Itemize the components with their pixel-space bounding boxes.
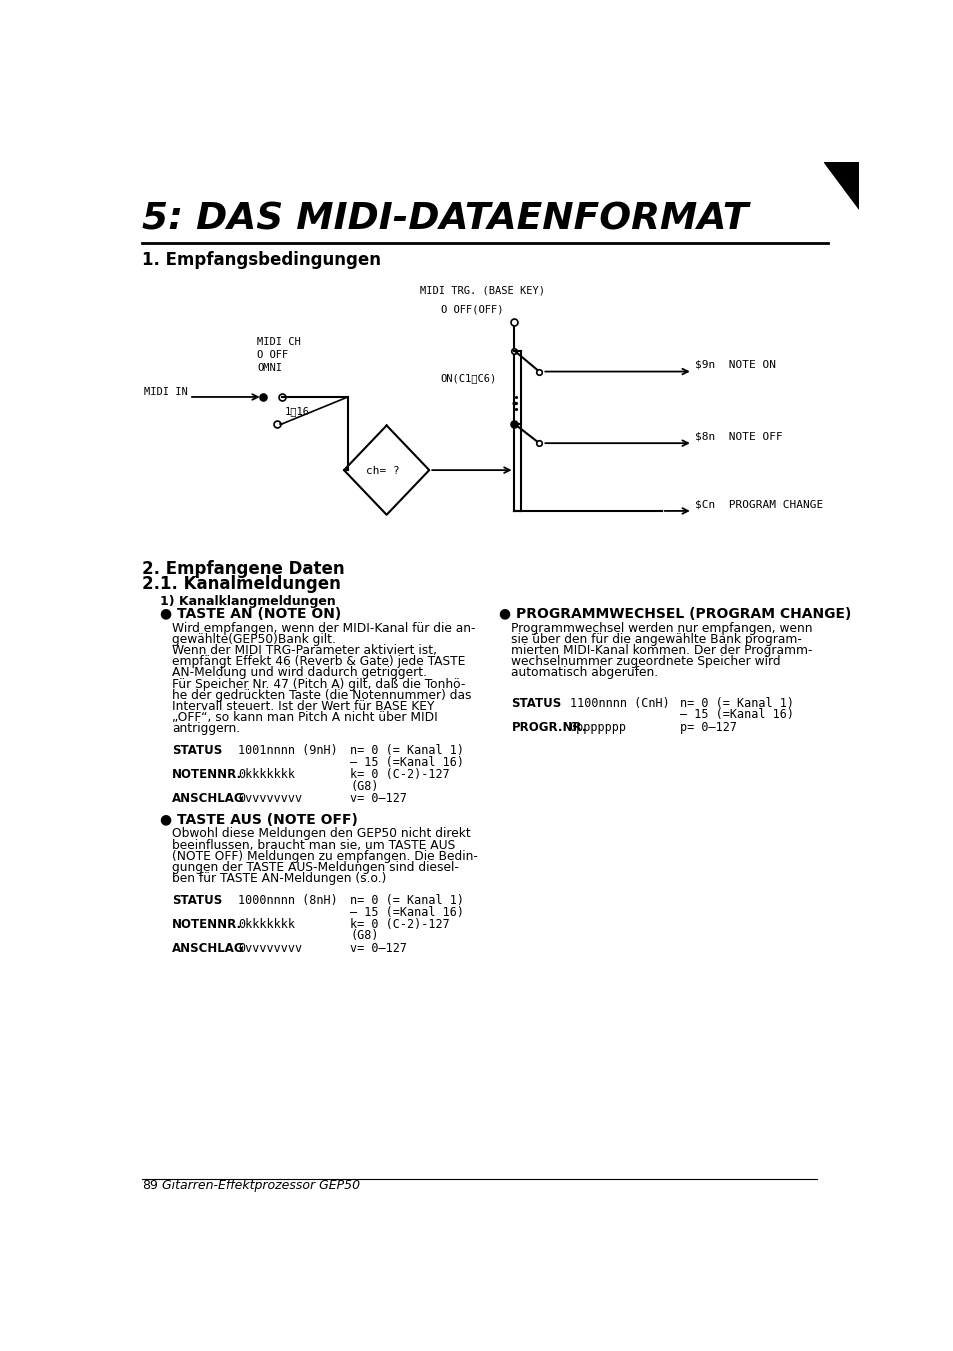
Text: ben für TASTE AN-Meldungen (s.o.): ben für TASTE AN-Meldungen (s.o.)	[172, 871, 386, 885]
Text: (G8): (G8)	[350, 929, 378, 943]
Text: 2.1. Kanalmeldungen: 2.1. Kanalmeldungen	[142, 576, 341, 593]
Text: gungen der TASTE AUS-Meldungen sind diesel-: gungen der TASTE AUS-Meldungen sind dies…	[172, 861, 458, 874]
Text: Wird empfangen, wenn der MIDI-Kanal für die an-: Wird empfangen, wenn der MIDI-Kanal für …	[172, 621, 475, 635]
Text: 1. Empfangsbedingungen: 1. Empfangsbedingungen	[142, 250, 381, 269]
Text: MIDI IN: MIDI IN	[144, 386, 188, 397]
Text: 5: DAS MIDI-DATAENFORMAT: 5: DAS MIDI-DATAENFORMAT	[142, 201, 748, 238]
Text: k= 0 (C-2)-127: k= 0 (C-2)-127	[350, 769, 450, 781]
Text: – 15 (=Kanal 16): – 15 (=Kanal 16)	[350, 905, 464, 919]
Text: Für Speicher Nr. 47 (Pitch A) gilt, daß die Tonhö-: Für Speicher Nr. 47 (Pitch A) gilt, daß …	[172, 678, 465, 690]
Text: „OFF“, so kann man Pitch A nicht über MIDI: „OFF“, so kann man Pitch A nicht über MI…	[172, 711, 437, 724]
Text: Wenn der MIDI TRG-Parameter aktiviert ist,: Wenn der MIDI TRG-Parameter aktiviert is…	[172, 644, 436, 657]
Text: he der gedrückten Taste (die Notennummer) das: he der gedrückten Taste (die Notennummer…	[172, 689, 471, 701]
Text: NOTENNR.: NOTENNR.	[172, 769, 242, 781]
Text: n= 0 (= Kanal 1): n= 0 (= Kanal 1)	[350, 894, 464, 907]
Text: 0ppppppp: 0ppppppp	[569, 721, 626, 734]
Text: 0vvvvvvvv: 0vvvvvvvv	[237, 942, 302, 955]
Text: ● PROGRAMMWECHSEL (PROGRAM CHANGE): ● PROGRAMMWECHSEL (PROGRAM CHANGE)	[498, 607, 850, 621]
Text: 1) Kanalklangmeldungen: 1) Kanalklangmeldungen	[159, 594, 335, 608]
Text: 89: 89	[142, 1178, 158, 1192]
Text: 2. Empfangene Daten: 2. Empfangene Daten	[142, 561, 345, 578]
Text: MIDI CH: MIDI CH	[257, 336, 300, 347]
Text: O OFF: O OFF	[257, 350, 288, 361]
Text: (G8): (G8)	[350, 780, 378, 793]
Text: ANSCHLAG: ANSCHLAG	[172, 792, 244, 805]
Text: 0kkkkkkk: 0kkkkkkk	[237, 917, 294, 931]
Text: n= 0 (= Kanal 1): n= 0 (= Kanal 1)	[679, 697, 794, 709]
Text: ON(C1∾C6): ON(C1∾C6)	[440, 373, 497, 382]
Text: sie über den für die angewählte Bank program-: sie über den für die angewählte Bank pro…	[511, 634, 801, 646]
Text: Obwohl diese Meldungen den GEP50 nicht direkt: Obwohl diese Meldungen den GEP50 nicht d…	[172, 827, 470, 840]
Text: STATUS: STATUS	[511, 697, 561, 709]
Polygon shape	[823, 162, 858, 209]
Text: AN-Meldung und wird dadurch getriggert.: AN-Meldung und wird dadurch getriggert.	[172, 666, 427, 680]
Text: 1001nnnn (9nH): 1001nnnn (9nH)	[237, 744, 337, 758]
Text: v= 0–127: v= 0–127	[350, 942, 407, 955]
Text: – 15 (=Kanal 16): – 15 (=Kanal 16)	[350, 755, 464, 769]
Text: PROGR.NR.: PROGR.NR.	[511, 721, 586, 734]
Text: ch= ?: ch= ?	[365, 466, 399, 476]
Text: Intervall steuert. Ist der Wert für BASE KEY: Intervall steuert. Ist der Wert für BASE…	[172, 700, 434, 713]
Text: $8n  NOTE OFF: $8n NOTE OFF	[695, 431, 782, 442]
Text: antriggern.: antriggern.	[172, 723, 240, 735]
Text: 1000nnnn (8nH): 1000nnnn (8nH)	[237, 894, 337, 907]
Text: $Cn  PROGRAM CHANGE: $Cn PROGRAM CHANGE	[695, 499, 822, 509]
Text: MIDI TRG. (BASE KEY): MIDI TRG. (BASE KEY)	[419, 285, 544, 295]
Text: 0kkkkkkk: 0kkkkkkk	[237, 769, 294, 781]
Text: Programmwechsel werden nur empfangen, wenn: Programmwechsel werden nur empfangen, we…	[511, 621, 812, 635]
Text: beeinflussen, braucht man sie, um TASTE AUS: beeinflussen, braucht man sie, um TASTE …	[172, 839, 455, 851]
Text: OMNI: OMNI	[257, 363, 282, 373]
Text: empfängt Effekt 46 (Reverb & Gate) jede TASTE: empfängt Effekt 46 (Reverb & Gate) jede …	[172, 655, 465, 669]
Text: 1100nnnn (CnH): 1100nnnn (CnH)	[569, 697, 669, 709]
Text: gewählte(GEP50)Bank gilt.: gewählte(GEP50)Bank gilt.	[172, 634, 335, 646]
Text: ● TASTE AN (NOTE ON): ● TASTE AN (NOTE ON)	[159, 607, 340, 621]
Text: v= 0–127: v= 0–127	[350, 792, 407, 805]
Text: wechselnummer zugeordnete Speicher wird: wechselnummer zugeordnete Speicher wird	[511, 655, 781, 669]
Text: – 15 (=Kanal 16): – 15 (=Kanal 16)	[679, 708, 794, 721]
Text: ● TASTE AUS (NOTE OFF): ● TASTE AUS (NOTE OFF)	[159, 812, 357, 827]
Text: mierten MIDI-Kanal kommen. Der der Programm-: mierten MIDI-Kanal kommen. Der der Progr…	[511, 644, 812, 657]
Text: automatisch abgerufen.: automatisch abgerufen.	[511, 666, 658, 680]
Text: STATUS: STATUS	[172, 894, 222, 907]
Text: ANSCHLAG: ANSCHLAG	[172, 942, 244, 955]
Text: 1∾16: 1∾16	[284, 405, 309, 416]
Text: Gitarren-Effektprozessor GEP50: Gitarren-Effektprozessor GEP50	[162, 1178, 359, 1192]
Text: 0vvvvvvvv: 0vvvvvvvv	[237, 792, 302, 805]
Text: (NOTE OFF) Meldungen zu empfangen. Die Bedin-: (NOTE OFF) Meldungen zu empfangen. Die B…	[172, 850, 477, 863]
Text: p= 0–127: p= 0–127	[679, 721, 737, 734]
Text: O OFF(OFF): O OFF(OFF)	[440, 304, 503, 315]
Text: STATUS: STATUS	[172, 744, 222, 758]
Text: $9n  NOTE ON: $9n NOTE ON	[695, 359, 775, 370]
Text: NOTENNR.: NOTENNR.	[172, 917, 242, 931]
Text: n= 0 (= Kanal 1): n= 0 (= Kanal 1)	[350, 744, 464, 758]
Text: k= 0 (C-2)-127: k= 0 (C-2)-127	[350, 917, 450, 931]
